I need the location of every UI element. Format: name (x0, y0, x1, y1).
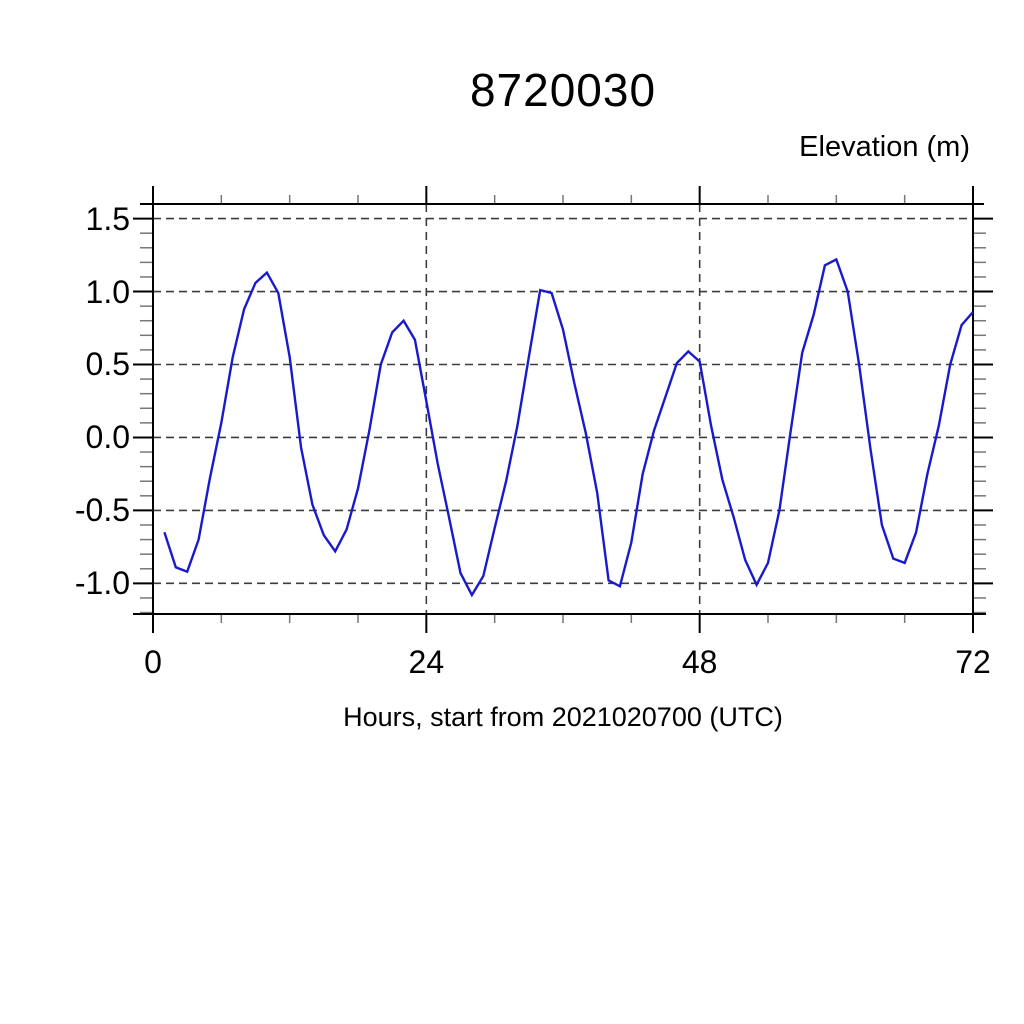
y-tick-label: 0.5 (85, 346, 130, 383)
x-tick-label: 48 (681, 644, 718, 680)
right-axis-label: Elevation (m) (799, 131, 970, 163)
y-tick-label: 1.5 (85, 200, 130, 237)
chart-title: 8720030 (469, 64, 657, 116)
x-axis-caption: Hours, start from 2021020700 (UTC) (343, 702, 783, 732)
x-tick-label: 72 (955, 644, 991, 680)
elevation-curve (163, 257, 974, 598)
x-tick-label: 0 (144, 644, 162, 680)
y-tick-label: -1.0 (74, 565, 130, 602)
y-tick-label: 1.0 (85, 273, 130, 310)
y-tick-label: -0.5 (74, 492, 130, 529)
y-tick-label: 0.0 (85, 419, 130, 456)
x-tick-label: 24 (408, 644, 445, 680)
